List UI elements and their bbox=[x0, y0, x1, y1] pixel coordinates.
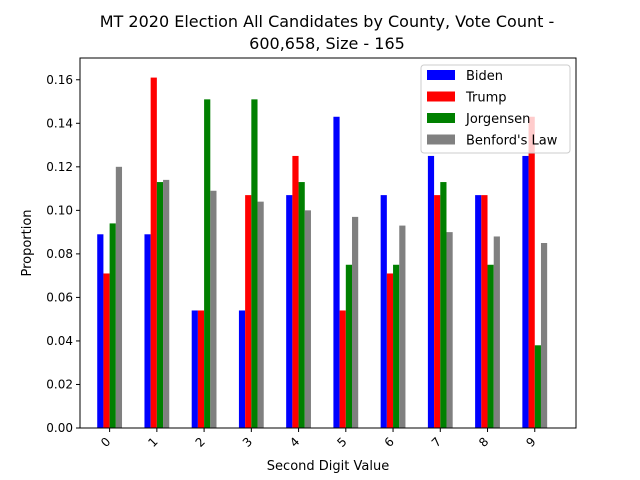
y-axis-label: Proportion bbox=[20, 209, 35, 276]
bar-trump-8 bbox=[481, 195, 488, 428]
y-tick-label-2: 0.04 bbox=[46, 334, 73, 348]
bar-biden-3 bbox=[238, 310, 246, 428]
bar-benford-s-law-5 bbox=[352, 216, 359, 428]
bar-biden-7 bbox=[427, 155, 435, 428]
bar-benford-s-law-1 bbox=[163, 179, 170, 428]
legend-swatch-trump bbox=[427, 91, 455, 102]
legend-label-biden: Biden bbox=[466, 69, 503, 84]
y-tick-label-4: 0.08 bbox=[46, 247, 73, 261]
bar-benford-s-law-0 bbox=[115, 166, 123, 428]
bar-benford-s-law-9 bbox=[540, 243, 548, 428]
bar-biden-8 bbox=[475, 195, 482, 428]
bars-group bbox=[97, 77, 548, 428]
legend-label-benford-s-law: Benford's Law bbox=[466, 134, 558, 149]
bar-jorgensen-8 bbox=[487, 264, 494, 428]
bar-benford-s-law-4 bbox=[304, 210, 311, 428]
bar-biden-1 bbox=[144, 234, 151, 428]
bar-jorgensen-2 bbox=[204, 99, 211, 428]
bar-trump-2 bbox=[197, 310, 205, 428]
bar-benford-s-law-3 bbox=[257, 201, 264, 428]
bar-biden-6 bbox=[380, 195, 387, 428]
bar-biden-0 bbox=[97, 234, 104, 428]
bar-trump-4 bbox=[292, 155, 299, 428]
legend-label-jorgensen: Jorgensen bbox=[465, 112, 530, 127]
bar-jorgensen-5 bbox=[345, 264, 353, 428]
bar-trump-6 bbox=[386, 273, 394, 428]
bar-trump-0 bbox=[103, 273, 110, 428]
bar-benford-s-law-8 bbox=[493, 236, 500, 428]
bar-jorgensen-9 bbox=[534, 345, 541, 428]
bar-jorgensen-1 bbox=[156, 182, 164, 428]
bar-trump-1 bbox=[150, 77, 157, 428]
y-tick-label-3: 0.06 bbox=[46, 290, 73, 304]
bar-jorgensen-3 bbox=[251, 99, 258, 428]
y-tick-label-6: 0.12 bbox=[46, 160, 73, 174]
legend-swatch-jorgensen bbox=[427, 113, 455, 123]
bar-benford-s-law-7 bbox=[446, 232, 453, 428]
bar-biden-4 bbox=[286, 195, 293, 428]
legend: Biden Trump Jorgensen Benford's Law bbox=[420, 64, 571, 154]
bar-jorgensen-6 bbox=[393, 264, 400, 428]
bar-benford-s-law-6 bbox=[399, 225, 406, 428]
bar-jorgensen-0 bbox=[109, 223, 116, 428]
legend-swatch-biden bbox=[427, 70, 455, 80]
chart-title-line-2: 600,658, Size - 165 bbox=[249, 34, 405, 53]
bar-biden-5 bbox=[333, 116, 340, 428]
bar-trump-3 bbox=[245, 195, 252, 428]
plot-frame bbox=[79, 57, 577, 429]
x-axis-label: Second Digit Value bbox=[267, 459, 389, 474]
legend-label-trump: Trump bbox=[465, 91, 507, 106]
y-tick-label-8: 0.16 bbox=[46, 73, 73, 87]
legend-box bbox=[420, 64, 571, 154]
bar-trump-9 bbox=[528, 116, 535, 428]
bar-jorgensen-7 bbox=[440, 182, 447, 428]
y-tick-label-5: 0.10 bbox=[46, 203, 73, 217]
bar-trump-5 bbox=[339, 310, 346, 428]
bar-jorgensen-4 bbox=[298, 182, 305, 428]
bar-trump-7 bbox=[434, 195, 441, 428]
y-ticks-group: 0.00 0.02 0.04 0.06 0.08 0.10 0.12 0.14 0.16 bbox=[46, 73, 80, 435]
y-tick-label-1: 0.02 bbox=[46, 377, 73, 391]
legend-swatch-benford-s-law bbox=[427, 134, 455, 145]
bar-benford-s-law-2 bbox=[210, 190, 217, 428]
y-tick-label-0: 0.00 bbox=[46, 421, 73, 435]
chart-title-line-1: MT 2020 Election All Candidates by Count… bbox=[100, 12, 554, 31]
bar-biden-2 bbox=[191, 310, 198, 428]
bar-biden-9 bbox=[522, 155, 529, 428]
y-tick-label-7: 0.14 bbox=[46, 116, 73, 130]
